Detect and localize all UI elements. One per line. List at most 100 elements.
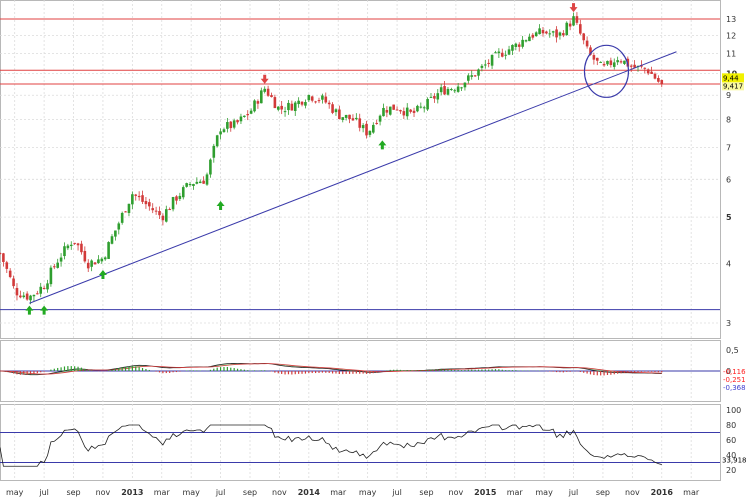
price-y-tick: 13 bbox=[726, 15, 736, 24]
candle-body bbox=[76, 243, 80, 246]
last-price-label: 9,44 bbox=[723, 74, 739, 82]
candle-body bbox=[446, 88, 450, 95]
candle-body bbox=[22, 295, 26, 298]
rsi-y-tick: 60 bbox=[726, 436, 736, 445]
candle-body bbox=[86, 262, 90, 269]
buy-arrow-icon bbox=[378, 140, 387, 150]
candle-body bbox=[249, 110, 253, 114]
candle-body bbox=[473, 75, 477, 77]
candle-body bbox=[545, 31, 548, 34]
x-tick-label: nov bbox=[449, 488, 464, 497]
candle-body bbox=[222, 129, 226, 133]
candle-body bbox=[582, 33, 586, 41]
candle-body bbox=[59, 257, 63, 262]
rsi-panel bbox=[0, 424, 720, 467]
candle-body bbox=[483, 64, 487, 66]
x-tick-label: 2013 bbox=[121, 488, 143, 497]
candle-body bbox=[548, 33, 552, 35]
candle-body bbox=[0, 252, 2, 254]
price-y-tick: 9 bbox=[726, 91, 731, 100]
candle-body bbox=[148, 202, 151, 207]
candle-body bbox=[246, 113, 250, 116]
candle-body bbox=[429, 96, 433, 98]
candle-body bbox=[144, 201, 148, 205]
x-tick-label: may bbox=[182, 488, 200, 497]
candle-body bbox=[507, 49, 511, 55]
candle-body bbox=[202, 180, 205, 184]
candle-body bbox=[83, 250, 87, 262]
second-price-tag bbox=[722, 82, 744, 91]
candle-body bbox=[117, 223, 121, 230]
candle-body bbox=[623, 60, 626, 64]
candle-body bbox=[487, 62, 490, 64]
rsi-last-value: 33,918 bbox=[722, 457, 746, 465]
candle-body bbox=[348, 114, 351, 120]
candle-body bbox=[236, 120, 239, 123]
candle-body bbox=[327, 102, 331, 105]
candle-body bbox=[232, 120, 236, 128]
candle-body bbox=[198, 181, 202, 184]
candle-body bbox=[5, 262, 9, 269]
candle-body bbox=[392, 104, 395, 110]
candle-body bbox=[616, 60, 619, 63]
x-tick-label: mar bbox=[507, 488, 524, 497]
candle-body bbox=[226, 122, 229, 129]
candle-body bbox=[460, 87, 463, 89]
candle-body bbox=[355, 117, 358, 120]
candle-body bbox=[402, 111, 406, 116]
x-tick-label: mar bbox=[683, 488, 700, 497]
x-tick-label: jul bbox=[391, 488, 402, 497]
candle-body bbox=[324, 96, 328, 103]
candle-body bbox=[405, 107, 409, 117]
candle-body bbox=[195, 181, 199, 184]
price-y-tick: 7 bbox=[726, 143, 731, 152]
candle-body bbox=[80, 243, 83, 253]
candle-body bbox=[293, 102, 297, 111]
candle-body bbox=[629, 65, 633, 67]
candle-body bbox=[73, 242, 76, 244]
candle-body bbox=[504, 54, 507, 56]
buy-arrow-icon bbox=[40, 305, 49, 315]
candle-body bbox=[443, 86, 446, 95]
candle-body bbox=[358, 118, 362, 128]
price-y-tick: 3 bbox=[726, 319, 731, 328]
candle-body bbox=[372, 124, 375, 133]
candle-body bbox=[643, 67, 647, 69]
x-tick-label: jul bbox=[38, 488, 49, 497]
buy-arrow-icon bbox=[216, 201, 225, 211]
macd-y-tick: 0 bbox=[726, 367, 731, 376]
candle-body bbox=[243, 115, 246, 117]
candle-body bbox=[480, 65, 484, 68]
candle-body bbox=[456, 86, 460, 92]
candle-body bbox=[500, 52, 504, 57]
buy-arrow-icon bbox=[25, 305, 34, 315]
macd-y-tick: 0,5 bbox=[726, 346, 739, 355]
candle-body bbox=[395, 109, 399, 111]
x-tick-label: jul bbox=[568, 488, 579, 497]
x-tick-label: may bbox=[359, 488, 377, 497]
candle-body bbox=[375, 122, 378, 124]
candle-body bbox=[331, 104, 334, 113]
candle-body bbox=[494, 52, 497, 54]
macd-signal-line bbox=[0, 363, 662, 375]
candle-body bbox=[412, 110, 416, 113]
candle-body bbox=[314, 101, 317, 103]
candle-body bbox=[531, 34, 535, 38]
candle-body bbox=[534, 32, 538, 37]
second-price-label: 9,417 bbox=[723, 82, 743, 90]
candle-body bbox=[107, 242, 110, 259]
candle-body bbox=[470, 75, 474, 77]
macd-panel bbox=[0, 362, 720, 376]
candle-body bbox=[439, 87, 443, 93]
candle-body bbox=[209, 159, 212, 175]
candle-body bbox=[595, 57, 599, 61]
candle-body bbox=[541, 29, 545, 34]
candle-body bbox=[399, 110, 402, 112]
price-y-tick: 8 bbox=[726, 116, 731, 125]
candle-body bbox=[158, 211, 161, 216]
candle-body bbox=[154, 210, 158, 212]
rsi-y-tick: 20 bbox=[726, 466, 736, 475]
candle-body bbox=[69, 244, 73, 247]
candle-body bbox=[317, 100, 321, 102]
